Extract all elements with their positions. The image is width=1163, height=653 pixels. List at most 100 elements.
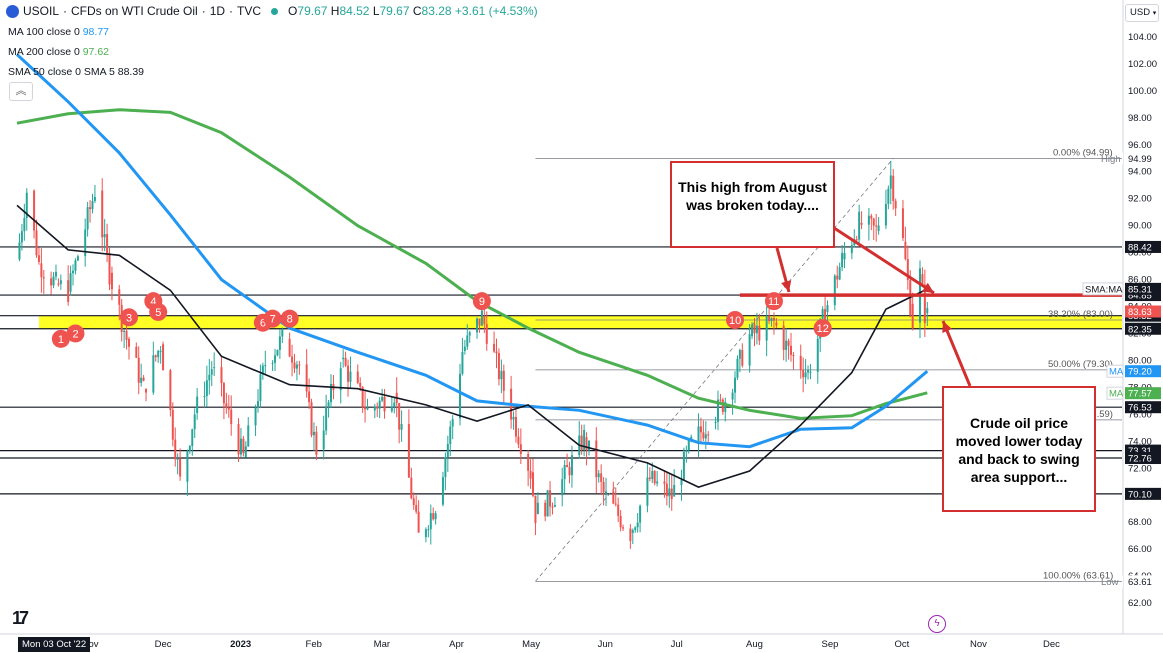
candle-body: [312, 431, 315, 436]
value-badge: [1125, 387, 1161, 400]
candle-body: [738, 350, 741, 359]
candle-body: [850, 244, 853, 254]
swing-marker-label: 6: [260, 318, 266, 330]
candle-body: [731, 392, 734, 400]
candle-body: [809, 371, 812, 373]
candle-body: [884, 203, 887, 226]
y-tick-label: 102.00: [1128, 59, 1157, 70]
swing-marker-5: [149, 302, 168, 321]
candle-body: [670, 488, 673, 500]
candle-body: [86, 207, 89, 230]
candle-body: [870, 215, 873, 219]
market-status-icon: [271, 7, 279, 15]
candle-body: [25, 192, 28, 219]
candle-body: [566, 464, 569, 468]
candle-body: [476, 318, 479, 333]
candle-body: [704, 434, 707, 439]
candle-body: [680, 480, 683, 486]
candle-body: [639, 505, 642, 523]
x-tick-label: Nov: [82, 639, 99, 650]
currency-selector[interactable]: USD ▾: [1125, 4, 1159, 22]
candle-body: [373, 406, 376, 411]
candle-body: [393, 402, 396, 407]
x-tick-label: Apr: [449, 639, 464, 650]
indicator-row-2[interactable]: SMA 50 close 0 SMA 5 88.39: [8, 66, 144, 78]
candle-body: [398, 403, 401, 430]
indicator-value: 97.62: [82, 46, 109, 58]
crosshair-date-tag: Mon 03 Oct '22: [18, 637, 91, 652]
candle-body: [493, 343, 496, 352]
candle-body: [244, 446, 247, 458]
candle-body: [787, 340, 790, 346]
candle-body: [93, 196, 96, 201]
ohlc-key-3: C: [412, 4, 422, 18]
candle-body: [529, 470, 532, 479]
tradingview-logo[interactable]: 17: [12, 608, 29, 628]
candle-body: [366, 407, 369, 410]
y-tick-label: 104.00: [1128, 32, 1157, 43]
sma50-line: [16, 204, 928, 488]
swing-marker-11: [764, 292, 783, 311]
candle-body: [54, 271, 57, 277]
candle-body: [305, 364, 308, 392]
arrow-to-swing-zone-head: [942, 321, 952, 333]
hl-tag-label: High: [1101, 154, 1121, 165]
candle-body: [159, 350, 162, 352]
interval-label[interactable]: 1D: [209, 4, 226, 18]
candle-body: [412, 498, 415, 505]
candle-body: [614, 503, 617, 505]
candle-body: [281, 329, 284, 337]
candle-body: [648, 477, 651, 480]
candle-body: [690, 436, 693, 441]
y-tick-label: 74.00: [1128, 436, 1152, 447]
indicator-row-1[interactable]: MA 200 close 0 97.62: [8, 46, 109, 58]
candle-body: [256, 401, 259, 408]
us-flag-icon: [6, 4, 19, 18]
candle-body: [838, 267, 841, 280]
candle-body: [40, 263, 43, 278]
x-tick-label: Oct: [895, 639, 910, 650]
price-level-label: 84.85: [1128, 291, 1152, 302]
candle-body: [417, 511, 420, 533]
candle-body: [434, 513, 437, 520]
candle-body: [191, 429, 194, 447]
candle-body: [536, 502, 539, 515]
candle-body: [551, 506, 554, 508]
price-level-label: 94.99: [1128, 154, 1152, 165]
value-badge: [1125, 305, 1161, 318]
candle-body: [714, 421, 717, 423]
ohlc-values: O79.67 H84.52 L79.67 C83.28 +3.61 (+4.53…: [288, 4, 538, 18]
indicator-row-0[interactable]: MA 100 close 0 98.77: [8, 26, 109, 38]
symbol-name[interactable]: USOIL: [23, 4, 60, 18]
lightning-icon[interactable]: ϟ: [928, 615, 946, 633]
chevron-down-icon: ▾: [1152, 10, 1157, 17]
arrow-to-today-break: [830, 224, 935, 295]
candle-body: [410, 477, 413, 499]
candle-body: [376, 406, 379, 409]
collapse-legend-button[interactable]: ︽: [9, 82, 33, 101]
price-level-label: 82.35: [1128, 324, 1152, 335]
candle-body: [171, 409, 174, 440]
value-badge-tag-label: MA: [1109, 367, 1124, 378]
candle-body: [449, 426, 452, 445]
candle-body: [753, 324, 756, 334]
ma200-line: [16, 108, 928, 420]
candle-body: [580, 435, 583, 450]
candle-body: [278, 336, 281, 350]
ohlc-key-1: H: [330, 4, 340, 18]
candle-body: [765, 316, 768, 341]
candle-body: [734, 377, 737, 393]
swing-marker-8: [280, 309, 299, 328]
candle-body: [193, 414, 196, 430]
candle-body: [841, 252, 844, 268]
candle-body: [549, 490, 552, 507]
candle-body: [544, 502, 547, 517]
candle-body: [517, 436, 520, 445]
candle-body: [222, 383, 225, 404]
value-badge-tag-label: SMA:MA: [1085, 284, 1123, 295]
candle-body: [563, 464, 566, 480]
candle-body: [855, 239, 858, 241]
swing-marker-label: 10: [729, 315, 741, 327]
